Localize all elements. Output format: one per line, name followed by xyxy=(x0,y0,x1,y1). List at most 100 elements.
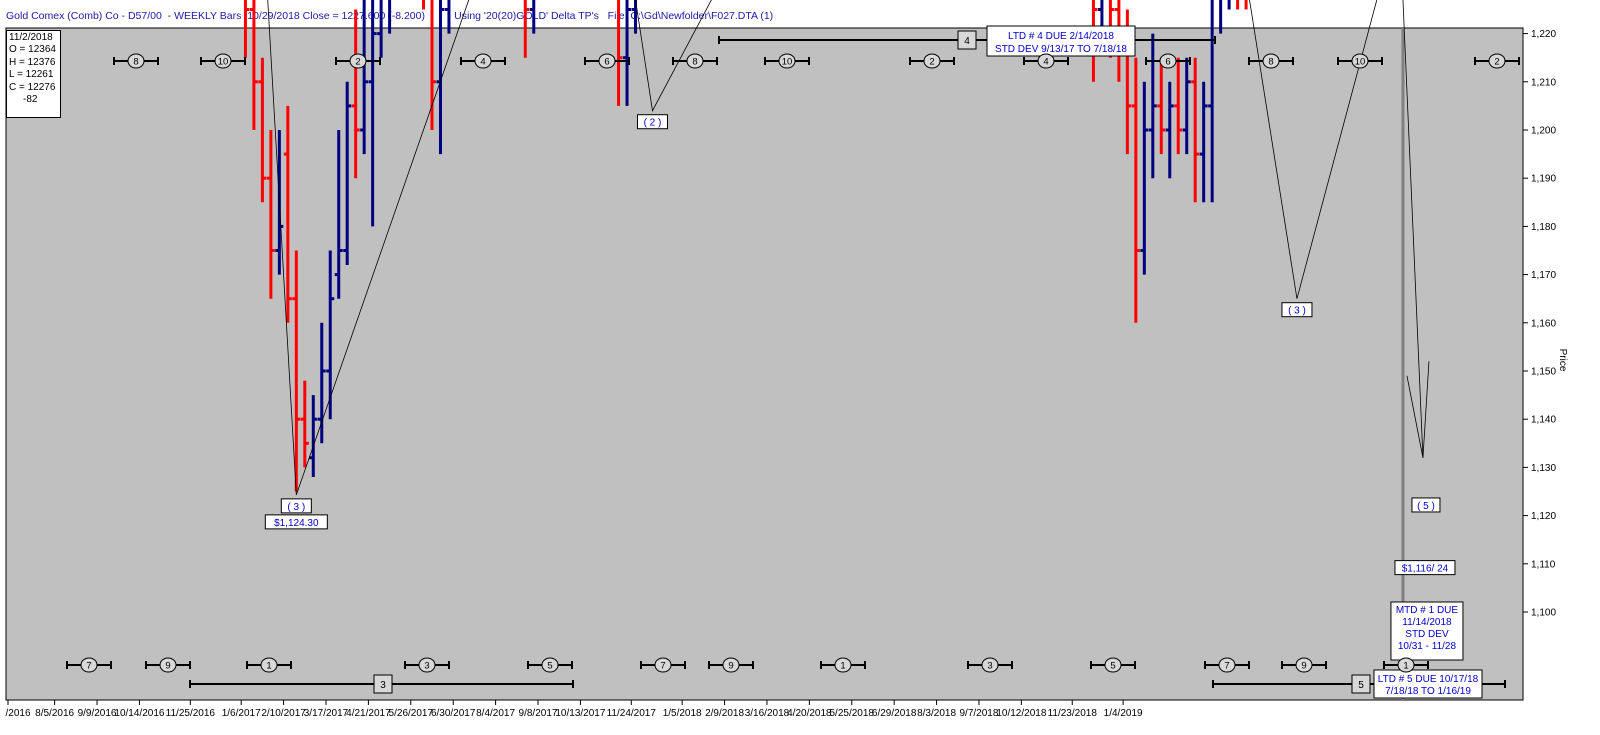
top-cycle-marker: 2 xyxy=(1474,53,1520,69)
ohlc-close: C = 12276 xyxy=(9,81,56,93)
y-tick-label: 1,100 xyxy=(1531,608,1556,619)
wave-label: ( 2 ) xyxy=(644,118,662,129)
ohlc-bar xyxy=(258,57,267,203)
ohlc-bar xyxy=(360,0,369,155)
cycle-circle xyxy=(260,657,278,673)
header-bars: - WEEKLY Bars xyxy=(167,10,242,22)
x-tick-label: 1/4/2019 xyxy=(1104,708,1143,719)
ohlc-bar xyxy=(1097,0,1104,34)
y-tick-label: 1,110 xyxy=(1531,559,1556,570)
y-tick-label: 1,160 xyxy=(1531,318,1556,329)
ohlc-bar xyxy=(317,322,326,444)
y-tick-label: 1,140 xyxy=(1531,415,1556,426)
bottom-cycle-marker: 5 xyxy=(527,657,573,673)
x-tick-label: 10/13/2017 xyxy=(555,708,605,719)
x-tick-label: 1/5/2018 xyxy=(663,708,702,719)
ohlc-bar xyxy=(1140,81,1149,275)
ohlc-bar xyxy=(1208,0,1214,203)
x-tick-label: 6/29/2018 xyxy=(872,708,917,719)
y-tick-label: 1,130 xyxy=(1531,463,1556,474)
ohlc-bar xyxy=(1165,81,1174,179)
ohlc-bar xyxy=(243,0,250,58)
cycle-circle xyxy=(778,53,796,69)
top-cycle-marker: 6 xyxy=(584,53,630,69)
y-axis-label: Price xyxy=(1557,349,1568,372)
x-tick-label: 1/6/2017 xyxy=(222,708,261,719)
x-tick-label: 8/3/2018 xyxy=(917,708,956,719)
ohlc-bar xyxy=(334,130,343,299)
ohlc-bar xyxy=(266,130,275,299)
cycle-label: 6 xyxy=(1165,57,1170,68)
x-tick-label: 5/26/2017 xyxy=(389,708,434,719)
ohlc-change: -82 xyxy=(23,94,38,106)
ohlc-bar xyxy=(326,250,335,420)
ohlc-bar xyxy=(343,81,352,265)
ohlc-bar xyxy=(368,0,377,227)
x-tick-label: 2/9/2018 xyxy=(705,708,744,719)
y-tick-label: 1,190 xyxy=(1531,174,1556,185)
ohlc-bar xyxy=(523,0,530,58)
x-tick-label: 8/5/2016 xyxy=(35,708,74,719)
top-cycle-marker: 4 xyxy=(1023,53,1069,69)
top-ltd-line1: LTD # 4 DUE 2/14/2018 xyxy=(1008,31,1114,42)
cycle-label: 4 xyxy=(480,57,485,68)
wave-price-label-box xyxy=(264,514,328,530)
ohlc-open: O = 12364 xyxy=(9,44,56,56)
cycle-circle xyxy=(834,657,852,673)
bottom-cycle-marker: 1 xyxy=(1383,657,1429,673)
cycle-label: 9 xyxy=(165,661,170,672)
bottom-cycle-marker: 1 xyxy=(820,657,866,673)
cycle-label: 1 xyxy=(840,661,845,672)
x-tick-label: /2016 xyxy=(5,708,30,719)
cycle-label: 1 xyxy=(266,661,271,672)
cycle-label: 7 xyxy=(660,661,665,672)
top-cycle-marker: 10 xyxy=(1337,53,1383,69)
ohlc-bar xyxy=(1131,57,1140,323)
ohlc-bar xyxy=(1191,57,1200,203)
cycle-label: 7 xyxy=(86,661,91,672)
wave-label-box xyxy=(1281,302,1313,318)
cycle-circle xyxy=(474,53,492,69)
x-tick-label: 4/20/2018 xyxy=(787,708,832,719)
cycle-circle xyxy=(80,657,98,673)
y-tick-label: 1,120 xyxy=(1531,511,1556,522)
bottom-cycle-marker: 7 xyxy=(1204,657,1250,673)
x-tick-label: 9/9/2016 xyxy=(78,708,117,719)
cycle-circle xyxy=(349,53,367,69)
cycle-label: 9 xyxy=(728,661,733,672)
cycle-label: 8 xyxy=(133,57,138,68)
ohlc-low: L = 12261 xyxy=(9,69,54,81)
cycle-label: 3 xyxy=(424,661,429,672)
top-cycle-marker: 2 xyxy=(335,53,381,69)
top-cycle-marker: 8 xyxy=(113,53,159,69)
ohlc-bar xyxy=(1244,0,1248,10)
cycle-label: 10 xyxy=(1355,57,1366,68)
ohlc-bar xyxy=(1148,33,1157,179)
bottom-cycle-marker: 7 xyxy=(66,657,112,673)
bottom-cycle-marker: 3 xyxy=(967,657,1013,673)
ohlc-bar xyxy=(1182,57,1191,155)
ohlc-bar xyxy=(422,0,426,10)
cycle-circle xyxy=(1262,53,1280,69)
cycle-circle xyxy=(418,657,436,673)
ohlc-bar xyxy=(292,250,301,492)
bottom-ltd5-note-box xyxy=(1373,669,1483,699)
cycle-label: 3 xyxy=(987,661,992,672)
ohlc-date: 11/2/2018 xyxy=(9,32,53,43)
bottom-cycle-marker: 9 xyxy=(145,657,191,673)
ohlc-high: H = 12376 xyxy=(9,56,56,68)
ohlc-bar xyxy=(617,0,623,106)
bottom-ltd3-number: 3 xyxy=(380,680,386,691)
cycle-label: 6 xyxy=(604,57,609,68)
cycle-circle xyxy=(654,657,672,673)
top-ltd-note-box xyxy=(986,25,1136,57)
ohlc-bar xyxy=(430,0,436,130)
ohlc-bar xyxy=(529,0,536,34)
y-tick-label: 1,210 xyxy=(1531,77,1556,88)
bottom-cycle-marker: 9 xyxy=(708,657,754,673)
top-cycle-marker: 10 xyxy=(200,53,246,69)
x-tick-label: 10/12/2018 xyxy=(996,708,1046,719)
cycle-circle xyxy=(686,53,704,69)
